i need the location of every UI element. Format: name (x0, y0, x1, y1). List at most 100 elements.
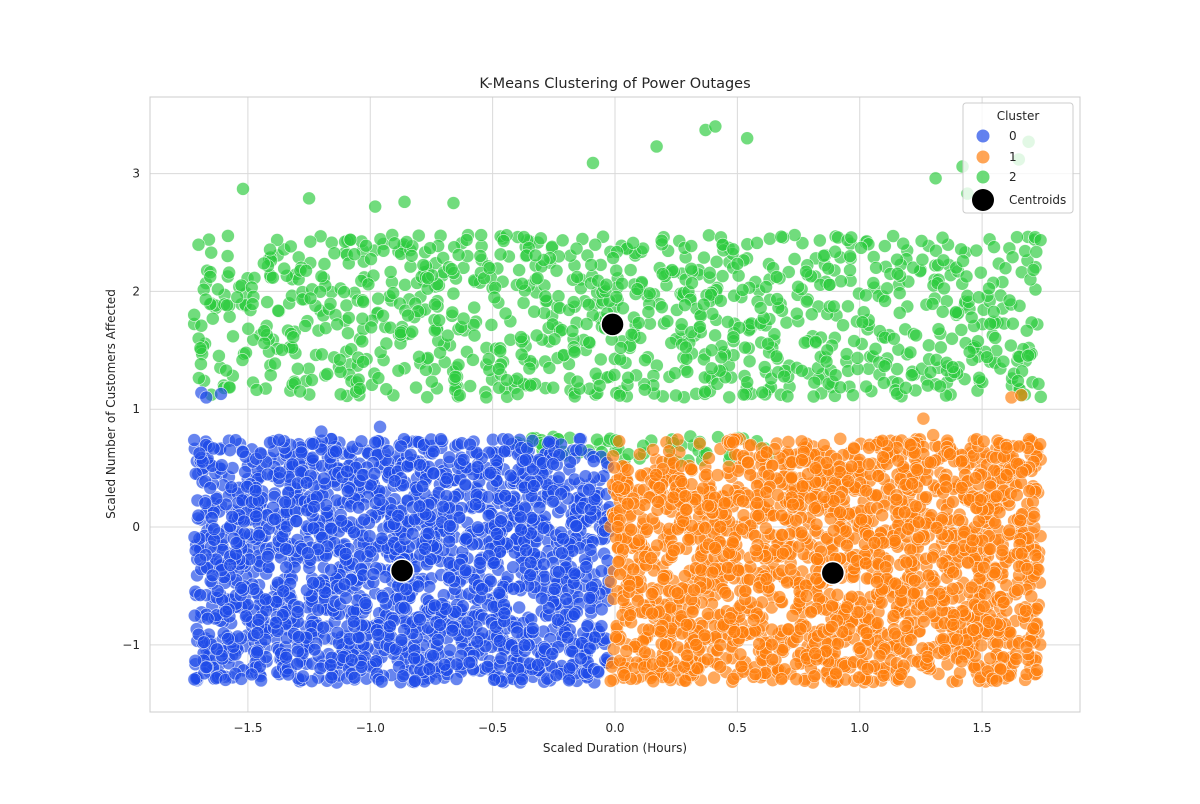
data-point-cluster-2 (449, 370, 462, 383)
data-point-cluster-0 (443, 519, 456, 532)
data-point-cluster-1 (604, 674, 617, 687)
data-point-cluster-2 (827, 300, 840, 313)
data-point-cluster-0 (239, 465, 252, 478)
data-point-cluster-2 (556, 234, 569, 247)
data-point-cluster-2 (223, 266, 236, 279)
data-point-cluster-2 (897, 237, 910, 250)
data-point-cluster-2 (851, 351, 864, 364)
data-point-cluster-1 (711, 469, 724, 482)
data-point-cluster-1 (699, 521, 712, 534)
data-point-cluster-0 (481, 490, 494, 503)
data-point-cluster-2 (989, 331, 1002, 344)
data-point-cluster-0 (400, 583, 413, 596)
data-point-cluster-2 (869, 342, 882, 355)
data-point-cluster-0 (461, 616, 474, 629)
data-point-cluster-0 (493, 587, 506, 600)
data-point-cluster-0 (507, 561, 520, 574)
data-point-cluster-0 (308, 643, 321, 656)
data-point-cluster-2 (893, 287, 906, 300)
data-point-cluster-0 (413, 500, 426, 513)
data-point-cluster-2 (834, 275, 847, 288)
data-point-cluster-2 (294, 385, 307, 398)
data-point-cluster-2 (321, 368, 334, 381)
data-point-cluster-2 (607, 252, 620, 265)
data-point-cluster-1 (790, 673, 803, 686)
data-point-cluster-0 (375, 675, 388, 688)
data-point-cluster-2 (963, 345, 976, 358)
data-point-cluster-2 (583, 336, 596, 349)
data-point-cluster-2 (523, 362, 536, 375)
data-point-cluster-0 (204, 481, 217, 494)
data-point-cluster-2 (741, 376, 754, 389)
data-point-cluster-0 (499, 489, 512, 502)
data-point-cluster-0 (200, 391, 213, 404)
data-point-cluster-0 (291, 645, 304, 658)
data-point-cluster-1 (721, 484, 734, 497)
data-point-cluster-2 (905, 369, 918, 382)
data-point-cluster-0 (583, 591, 596, 604)
data-point-cluster-2 (206, 312, 219, 325)
data-point-cluster-2 (333, 353, 346, 366)
data-point-cluster-0 (498, 445, 511, 458)
data-point-cluster-2 (552, 290, 565, 303)
data-point-cluster-0 (331, 626, 344, 639)
data-point-cluster-1 (834, 432, 847, 445)
data-point-cluster-2 (936, 305, 949, 318)
data-point-cluster-0 (495, 652, 508, 665)
data-point-cluster-0 (214, 387, 227, 400)
data-point-cluster-2 (817, 249, 830, 262)
data-point-cluster-0 (238, 515, 251, 528)
data-point-cluster-2 (417, 259, 430, 272)
data-point-cluster-2 (974, 266, 987, 279)
data-point-cluster-0 (188, 531, 201, 544)
data-point-cluster-0 (434, 433, 447, 446)
data-point-cluster-2 (539, 290, 552, 303)
data-point-cluster-2 (524, 379, 537, 392)
data-point-cluster-0 (373, 493, 386, 506)
data-point-cluster-0 (498, 607, 511, 620)
data-point-cluster-0 (438, 658, 451, 671)
data-point-cluster-0 (584, 543, 597, 556)
data-point-cluster-0 (245, 668, 258, 681)
data-point-cluster-2 (650, 140, 663, 153)
data-point-cluster-2 (586, 156, 599, 169)
data-point-cluster-2 (485, 318, 498, 331)
data-point-cluster-2 (790, 307, 803, 320)
data-point-cluster-2 (398, 195, 411, 208)
data-point-cluster-2 (460, 233, 473, 246)
data-point-cluster-0 (427, 649, 440, 662)
data-point-cluster-0 (404, 448, 417, 461)
data-point-cluster-2 (770, 270, 783, 283)
data-point-cluster-2 (710, 255, 723, 268)
data-point-cluster-2 (739, 341, 752, 354)
data-point-cluster-2 (334, 365, 347, 378)
data-point-cluster-0 (469, 498, 482, 511)
data-point-cluster-2 (400, 235, 413, 248)
data-point-cluster-2 (893, 306, 906, 319)
data-point-cluster-2 (447, 287, 460, 300)
data-point-cluster-0 (543, 435, 556, 448)
data-point-cluster-1 (872, 470, 885, 483)
data-point-cluster-0 (413, 458, 426, 471)
data-point-cluster-1 (663, 445, 676, 458)
data-point-cluster-2 (593, 379, 606, 392)
data-point-cluster-2 (594, 353, 607, 366)
data-point-cluster-2 (421, 272, 434, 285)
data-point-cluster-2 (194, 342, 207, 355)
data-point-cluster-2 (949, 306, 962, 319)
data-point-cluster-2 (933, 380, 946, 393)
data-point-cluster-2 (932, 323, 945, 336)
data-point-cluster-2 (392, 364, 405, 377)
data-point-cluster-2 (452, 248, 465, 261)
data-point-cluster-0 (200, 661, 213, 674)
data-point-cluster-2 (867, 277, 880, 290)
data-point-cluster-2 (955, 243, 968, 256)
data-point-cluster-1 (641, 523, 654, 536)
data-point-cluster-0 (249, 484, 262, 497)
data-point-cluster-0 (347, 615, 360, 628)
data-point-cluster-2 (452, 358, 465, 371)
data-point-cluster-1 (632, 534, 645, 547)
data-point-cluster-2 (846, 389, 859, 402)
data-point-cluster-2 (1010, 231, 1023, 244)
